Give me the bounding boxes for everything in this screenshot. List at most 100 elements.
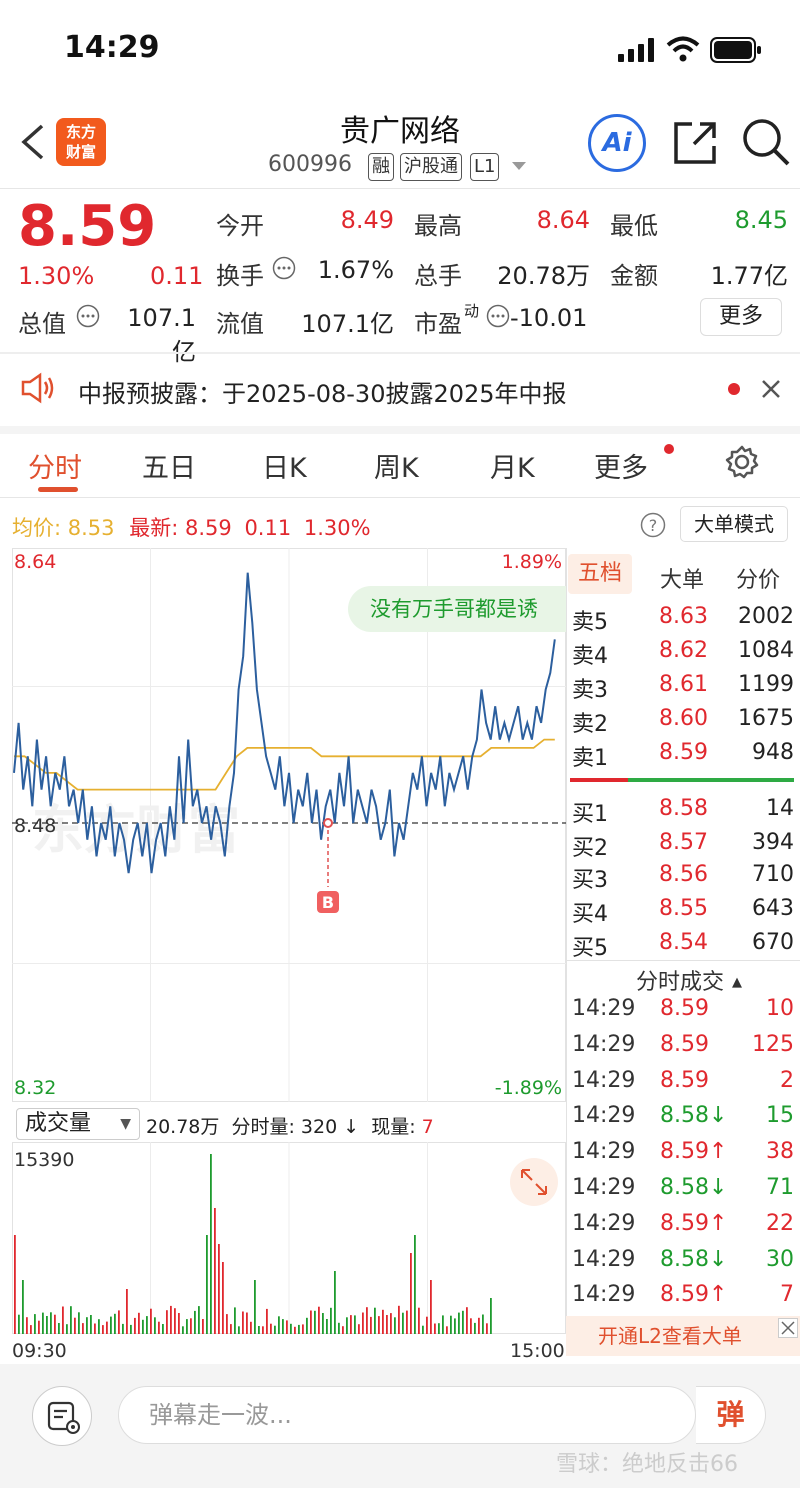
volume-bar: [434, 1323, 436, 1334]
volume-bar: [486, 1323, 488, 1334]
trade-volume: 22: [766, 1210, 794, 1236]
volume-indicator-select[interactable]: 成交量 ▼: [16, 1108, 140, 1140]
battery-icon: [710, 37, 761, 63]
volume-bar: [294, 1326, 296, 1334]
tab-intraday[interactable]: 分时: [28, 453, 82, 484]
volume-bar: [462, 1310, 464, 1334]
unread-dot: [664, 444, 674, 454]
chart-grid: [12, 548, 566, 1102]
tab-daily-k[interactable]: 日K: [262, 453, 307, 484]
volume-bar: [62, 1306, 64, 1334]
tab-price-distribution[interactable]: 分价: [736, 568, 781, 593]
close-icon[interactable]: [778, 1318, 798, 1338]
volume-bar: [22, 1280, 24, 1334]
l2-upgrade-banner[interactable]: 开通L2查看大单: [566, 1316, 800, 1356]
volume-bar: [422, 1325, 424, 1334]
volume-bar: [450, 1315, 452, 1334]
ask-row-2: 卖2 8.60 1675: [572, 706, 794, 737]
trade-row: 14:29 8.59 125: [0, 1032, 800, 1062]
volume-total: 20.78万: [146, 1116, 220, 1138]
status-time: 14:29: [64, 30, 160, 65]
tab-big-orders[interactable]: 大单: [660, 568, 705, 593]
volume-bar: [38, 1320, 40, 1334]
trade-volume: 38: [766, 1139, 794, 1165]
volume-bar: [150, 1308, 152, 1334]
tab-weekly-k[interactable]: 周K: [374, 453, 419, 484]
tag-connect[interactable]: 沪股通: [400, 153, 462, 181]
help-icon[interactable]: ?: [640, 512, 666, 538]
tab-five-levels[interactable]: 五档: [568, 554, 632, 594]
volume-bar: [42, 1312, 44, 1334]
intraday-price-chart[interactable]: 东方财富 B 8.64 8.48 8.32 1.89% -1.89%: [12, 548, 566, 1104]
volume-bar: [410, 1253, 412, 1334]
notice-text[interactable]: 中报预披露：于2025-08-30披露2025年中报: [78, 380, 567, 408]
trade-volume: 2: [780, 1067, 794, 1093]
volume-bar: [102, 1325, 104, 1334]
volume-max-label: 15390: [14, 1149, 74, 1171]
trade-time: 14:29: [572, 1103, 636, 1129]
volume-chart[interactable]: 15390: [12, 1142, 566, 1336]
bid-ratio-bar: [628, 778, 794, 782]
volume-bar: [362, 1312, 364, 1334]
volume-bar: [478, 1317, 480, 1334]
danmu-settings-icon: [47, 1401, 80, 1434]
volume-grid: [150, 1142, 428, 1334]
volume-value: 20.78万: [497, 262, 590, 290]
volume-bar: [342, 1326, 344, 1334]
close-icon[interactable]: [760, 378, 782, 400]
more-quote-button[interactable]: 更多: [700, 298, 782, 336]
tag-level[interactable]: L1: [470, 153, 500, 181]
divider: [0, 497, 800, 498]
chevron-down-icon[interactable]: [510, 160, 528, 172]
search-icon[interactable]: [740, 116, 792, 168]
divider: [566, 960, 800, 961]
volume-bar: [190, 1318, 192, 1334]
volume-bar: [234, 1307, 236, 1334]
volume-bar: [346, 1317, 348, 1334]
tab-five-day[interactable]: 五日: [142, 453, 196, 484]
open-value: 8.49: [340, 206, 394, 234]
volume-bar: [446, 1326, 448, 1334]
settings-gear-icon[interactable]: [724, 444, 760, 480]
buy-marker-dot: [323, 818, 333, 828]
info-dots-icon[interactable]: [486, 304, 510, 328]
comment-bubble[interactable]: 没有万手哥都是诱: [348, 586, 566, 632]
trade-time: 14:29: [572, 1139, 636, 1165]
turnover-label: 换手: [216, 262, 264, 290]
trade-row: 14:29 8.59↑ 22: [0, 1211, 800, 1241]
trade-price: 8.59↑: [660, 1282, 728, 1308]
volume-bar: [438, 1323, 440, 1334]
danmu-toggle-button[interactable]: [32, 1386, 92, 1446]
trade-volume: 125: [752, 1031, 794, 1057]
info-dots-icon[interactable]: [272, 256, 296, 280]
mcap-value: 107.1亿: [127, 304, 196, 366]
share-icon[interactable]: [672, 118, 720, 166]
tab-underline: [38, 487, 78, 492]
info-dots-icon[interactable]: [76, 304, 100, 328]
volume-bar: [126, 1289, 128, 1334]
trade-time: 14:29: [572, 1210, 636, 1236]
trades-title[interactable]: 分时成交 ▲: [636, 970, 743, 995]
volume-bar: [374, 1307, 376, 1334]
back-icon[interactable]: [18, 122, 46, 162]
volume-bar: [302, 1324, 304, 1334]
danmu-input[interactable]: 弹幕走一波...: [118, 1386, 696, 1444]
volume-bar: [210, 1154, 212, 1334]
ai-button[interactable]: Ai: [588, 114, 646, 172]
tab-monthly-k[interactable]: 月K: [490, 453, 535, 484]
volume-bar: [330, 1307, 332, 1334]
big-order-mode-button[interactable]: 大单模式: [680, 506, 788, 542]
tag-margin[interactable]: 融: [368, 153, 394, 181]
volume-bar: [482, 1314, 484, 1334]
volume-bar: [334, 1271, 336, 1334]
volume-bar: [50, 1312, 52, 1334]
volume-bar: [454, 1318, 456, 1334]
volume-bar: [442, 1315, 444, 1334]
tab-more[interactable]: 更多: [594, 453, 648, 484]
volume-bar: [54, 1314, 56, 1334]
volume-bar: [154, 1317, 156, 1334]
danmu-send-button[interactable]: 弹: [696, 1386, 766, 1444]
volume-bar: [490, 1298, 492, 1334]
volume-bar: [370, 1316, 372, 1334]
trade-price: 8.59↑: [660, 1139, 728, 1165]
